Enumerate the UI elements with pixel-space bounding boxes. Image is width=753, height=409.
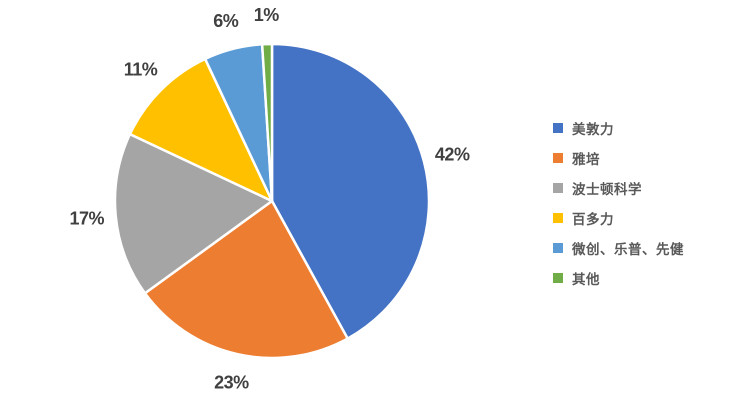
legend-item-0: 美敦力 <box>553 113 684 143</box>
legend-label: 其他 <box>572 272 600 287</box>
pie-slice-5 <box>260 42 274 203</box>
data-label-3: 11% <box>124 60 158 80</box>
legend-swatch-icon <box>553 183 563 193</box>
legend-swatch-icon <box>553 153 563 163</box>
legend-swatch-icon <box>553 273 563 283</box>
legend-item-2: 波士顿科学 <box>553 173 684 203</box>
data-label-0: 42% <box>435 145 470 165</box>
legend-item-3: 百多力 <box>553 203 684 233</box>
legend-label: 波士顿科学 <box>572 182 642 197</box>
legend-swatch-icon <box>553 213 563 223</box>
legend-label: 美敦力 <box>572 122 614 137</box>
legend-item-1: 雅培 <box>553 143 684 173</box>
legend-label: 雅培 <box>572 152 600 167</box>
pie-slice-3 <box>128 57 274 203</box>
legend-label: 百多力 <box>572 212 614 227</box>
chart-legend: 美敦力雅培波士顿科学百多力微创、乐普、先健 其他 <box>553 113 684 293</box>
legend-swatch-icon <box>553 123 563 133</box>
pie-slice-2 <box>113 132 274 295</box>
legend-item-5: 其他 <box>553 263 684 293</box>
legend-swatch-icon <box>553 243 563 253</box>
data-label-2: 17% <box>70 209 105 229</box>
legend-item-4: 微创、乐普、先健 <box>553 233 684 263</box>
legend-label: 微创、乐普、先健 <box>572 242 684 257</box>
data-label-4: 6% <box>213 11 239 31</box>
data-label-1: 23% <box>214 373 249 393</box>
pie-slice-0 <box>270 42 431 340</box>
data-label-5: 1% <box>254 5 280 25</box>
pie-slice-1 <box>143 199 349 360</box>
